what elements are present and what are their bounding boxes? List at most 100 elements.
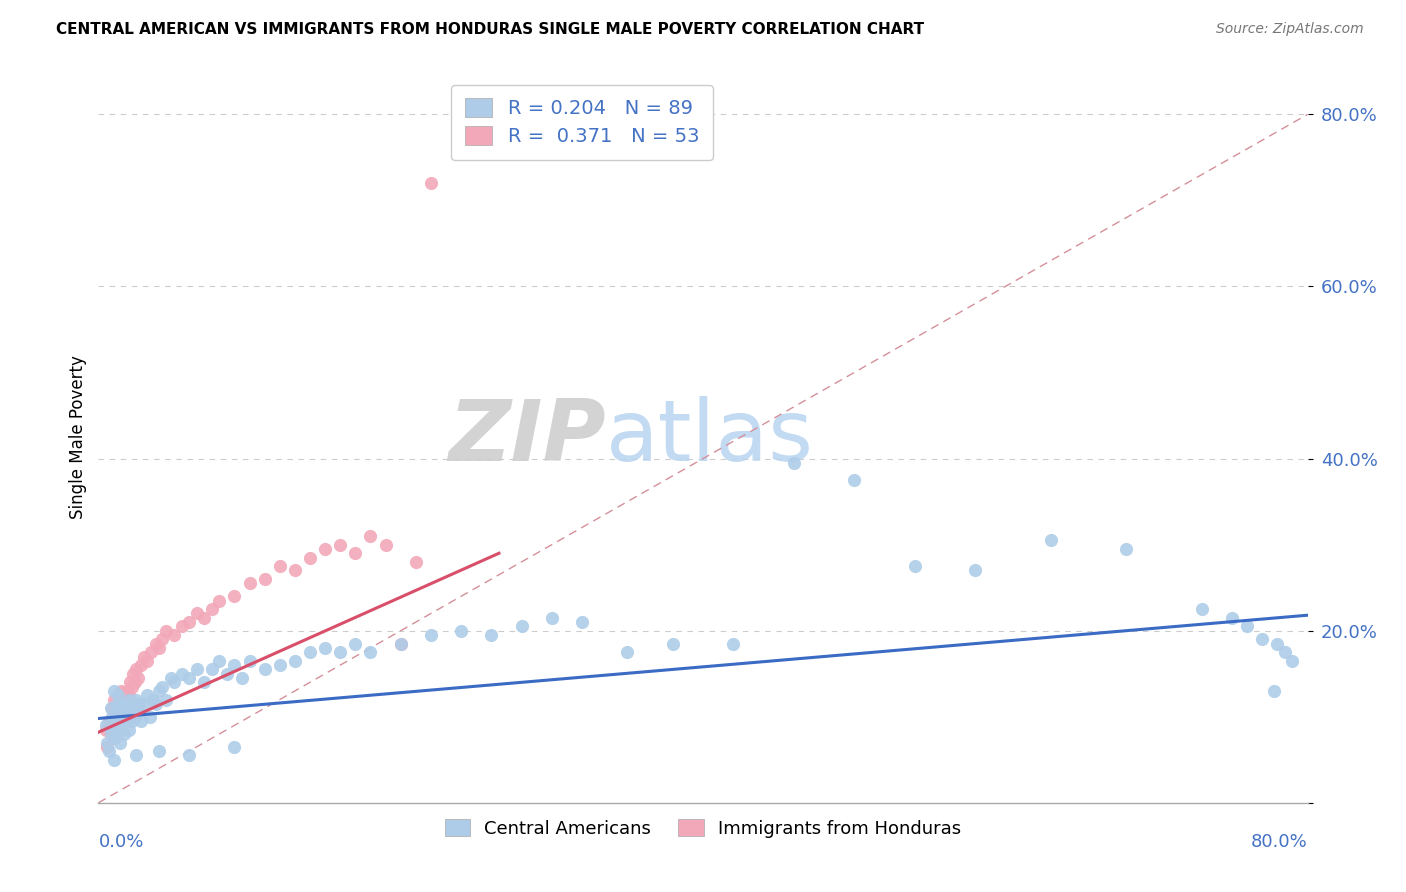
Point — [1039, 533, 1062, 548]
Point — [125, 748, 148, 763]
Point — [103, 731, 125, 746]
Point — [128, 697, 150, 711]
Point — [121, 714, 143, 728]
Point — [239, 654, 262, 668]
Point — [344, 546, 367, 560]
Point — [510, 619, 533, 633]
Point — [110, 723, 132, 737]
Point — [118, 692, 141, 706]
Point — [129, 658, 152, 673]
Point — [253, 572, 276, 586]
Point — [329, 645, 352, 659]
Point — [124, 710, 146, 724]
Point — [121, 697, 143, 711]
Point — [1251, 632, 1274, 647]
Point — [201, 602, 224, 616]
Point — [100, 701, 122, 715]
Point — [94, 723, 117, 737]
Point — [145, 697, 167, 711]
Point — [132, 697, 155, 711]
Text: Source: ZipAtlas.com: Source: ZipAtlas.com — [1216, 22, 1364, 37]
Point — [1274, 645, 1296, 659]
Point — [115, 706, 138, 720]
Point — [215, 666, 238, 681]
Point — [1191, 602, 1213, 616]
Point — [481, 628, 503, 642]
Point — [186, 607, 208, 621]
Text: 80.0%: 80.0% — [1251, 833, 1308, 851]
Point — [124, 675, 146, 690]
Text: 0.0%: 0.0% — [98, 833, 143, 851]
Point — [127, 706, 149, 720]
Point — [231, 671, 253, 685]
Point — [148, 640, 170, 655]
Point — [150, 680, 173, 694]
Text: CENTRAL AMERICAN VS IMMIGRANTS FROM HONDURAS SINGLE MALE POVERTY CORRELATION CHA: CENTRAL AMERICAN VS IMMIGRANTS FROM HOND… — [56, 22, 924, 37]
Point — [105, 723, 128, 737]
Point — [163, 628, 186, 642]
Point — [121, 680, 143, 694]
Point — [723, 637, 745, 651]
Point — [110, 684, 132, 698]
Point — [208, 654, 231, 668]
Point — [96, 739, 118, 754]
Point — [224, 658, 246, 673]
Point — [107, 718, 129, 732]
Point — [783, 456, 806, 470]
Point — [155, 692, 177, 706]
Point — [96, 735, 118, 749]
Point — [329, 538, 352, 552]
Point — [98, 714, 121, 728]
Point — [101, 710, 124, 724]
Point — [135, 654, 157, 668]
Point — [110, 697, 132, 711]
Point — [186, 662, 208, 676]
Point — [224, 589, 246, 603]
Point — [571, 615, 593, 629]
Point — [122, 666, 145, 681]
Point — [108, 706, 131, 720]
Point — [122, 701, 145, 715]
Point — [160, 671, 183, 685]
Point — [104, 714, 127, 728]
Point — [148, 744, 170, 758]
Point — [1267, 637, 1289, 651]
Point — [103, 692, 125, 706]
Point — [284, 564, 307, 578]
Point — [284, 654, 307, 668]
Point — [269, 559, 291, 574]
Point — [150, 632, 173, 647]
Point — [208, 593, 231, 607]
Point — [374, 538, 396, 552]
Point — [405, 555, 427, 569]
Point — [108, 735, 131, 749]
Point — [112, 727, 135, 741]
Point — [111, 710, 134, 724]
Point — [103, 753, 125, 767]
Point — [135, 688, 157, 702]
Y-axis label: Single Male Poverty: Single Male Poverty — [69, 355, 87, 519]
Point — [114, 714, 136, 728]
Point — [239, 576, 262, 591]
Point — [420, 176, 443, 190]
Point — [110, 718, 132, 732]
Point — [170, 619, 193, 633]
Point — [107, 688, 129, 702]
Point — [1263, 684, 1285, 698]
Point — [103, 684, 125, 698]
Point — [844, 473, 866, 487]
Point — [360, 529, 382, 543]
Point — [105, 697, 128, 711]
Point — [163, 675, 186, 690]
Point — [389, 637, 412, 651]
Point — [142, 692, 165, 706]
Legend: Central Americans, Immigrants from Honduras: Central Americans, Immigrants from Hondu… — [437, 812, 969, 845]
Point — [112, 701, 135, 715]
Point — [193, 611, 215, 625]
Point — [139, 710, 162, 724]
Point — [114, 701, 136, 715]
Point — [118, 723, 141, 737]
Point — [450, 624, 472, 638]
Point — [179, 748, 201, 763]
Point — [141, 645, 163, 659]
